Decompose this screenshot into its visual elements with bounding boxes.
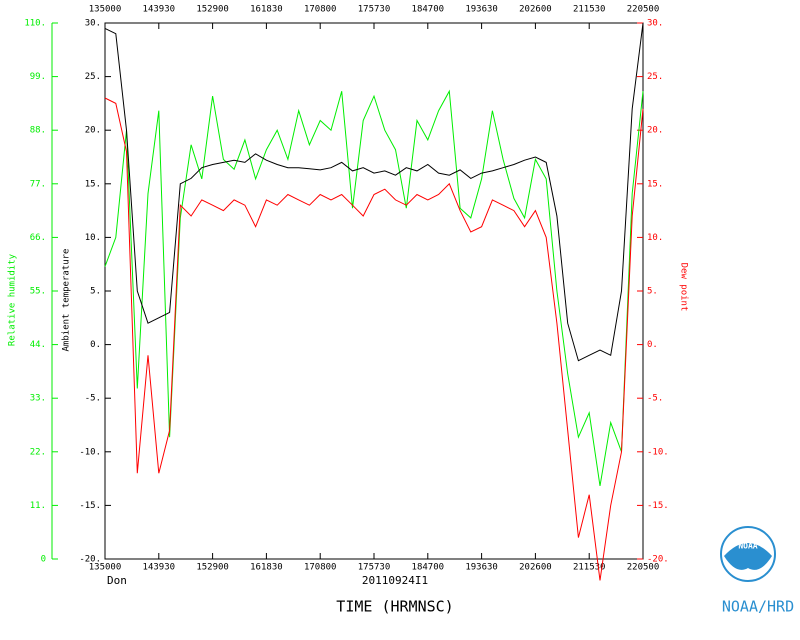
y2ticks-label: 5. [647, 287, 658, 297]
y2ticks-label: -10. [647, 447, 669, 457]
storm-name: Don [107, 574, 127, 587]
x-tick-label: 211530 [573, 563, 606, 573]
y3ticks-label: 11. [30, 501, 46, 511]
y2ticks-label: 20. [647, 126, 663, 136]
noaa-logo: NOAA [720, 526, 776, 582]
x-tick-label: 161830 [250, 563, 283, 573]
yticks-label: 10. [85, 233, 101, 243]
x-tick-label: 175730 [358, 563, 391, 573]
y3ticks-label: 77. [30, 179, 46, 189]
yticks-label: 30. [85, 19, 101, 29]
x-tick-label-top: 143930 [143, 5, 176, 15]
y3ticks-label: 44. [30, 340, 46, 350]
rh-axis-title: Relative humidity [8, 253, 18, 346]
logo-text: NOAA [738, 542, 757, 551]
y2-axis-title: Dew point [679, 263, 689, 312]
y2ticks-label: -15. [647, 501, 669, 511]
y3ticks-label: 99. [30, 72, 46, 82]
y2ticks-label: 0. [647, 340, 658, 350]
y3ticks-label: 88. [30, 126, 46, 136]
logo-caption: NOAA/HRD [722, 598, 794, 616]
logo-wave [724, 543, 772, 570]
x-tick-label-top: 193630 [465, 5, 498, 15]
x-tick-label-top: 161830 [250, 5, 283, 15]
x-tick-label-top: 202600 [519, 5, 552, 15]
x-tick-label-top: 135000 [89, 5, 122, 15]
x-tick-label-top: 170800 [304, 5, 337, 15]
x-tick-label: 220500 [627, 563, 660, 573]
y-axis-title: Ambient temperature [62, 249, 72, 352]
x-tick-label: 135000 [89, 563, 122, 573]
y2ticks-label: -20. [647, 555, 669, 565]
x-tick-label-top: 175730 [358, 5, 391, 15]
x-axis-title: TIME (HRMNSC) [336, 598, 453, 616]
yticks-label: -10. [79, 447, 101, 457]
yticks-label: 20. [85, 126, 101, 136]
flight-id: 20110924I1 [362, 574, 428, 587]
x-tick-label-top: 211530 [573, 5, 606, 15]
y3ticks-label: 110. [24, 19, 46, 29]
x-tick-label-top: 184700 [412, 5, 445, 15]
yticks-label: -15. [79, 501, 101, 511]
y2ticks-label: 25. [647, 72, 663, 82]
y3ticks-label: 0 [41, 555, 46, 565]
x-tick-label-top: 220500 [627, 5, 660, 15]
y3ticks-label: 33. [30, 394, 46, 404]
yticks-label: -5. [85, 394, 101, 404]
y3ticks-label: 66. [30, 233, 46, 243]
x-tick-label-top: 152900 [196, 5, 229, 15]
series-line [104, 97, 644, 581]
yticks-label: 15. [85, 179, 101, 189]
x-tick-label: 170800 [304, 563, 337, 573]
x-tick-label: 143930 [143, 563, 176, 573]
y3ticks-label: 55. [30, 287, 46, 297]
x-tick-label: 193630 [465, 563, 498, 573]
y2ticks-label: 10. [647, 233, 663, 243]
yticks-label: 0. [90, 340, 101, 350]
series-line [104, 89, 644, 486]
series-line [104, 22, 644, 362]
yticks-label: 25. [85, 72, 101, 82]
y2ticks-label: 30. [647, 19, 663, 29]
y2ticks-label: 15. [647, 179, 663, 189]
x-tick-label: 184700 [412, 563, 445, 573]
x-tick-label: 152900 [196, 563, 229, 573]
yticks-label: -20. [79, 555, 101, 565]
x-tick-label: 202600 [519, 563, 552, 573]
y3ticks-label: 22. [30, 447, 46, 457]
plot-frame [104, 22, 644, 560]
yticks-label: 5. [90, 287, 101, 297]
y2ticks-label: -5. [647, 394, 663, 404]
